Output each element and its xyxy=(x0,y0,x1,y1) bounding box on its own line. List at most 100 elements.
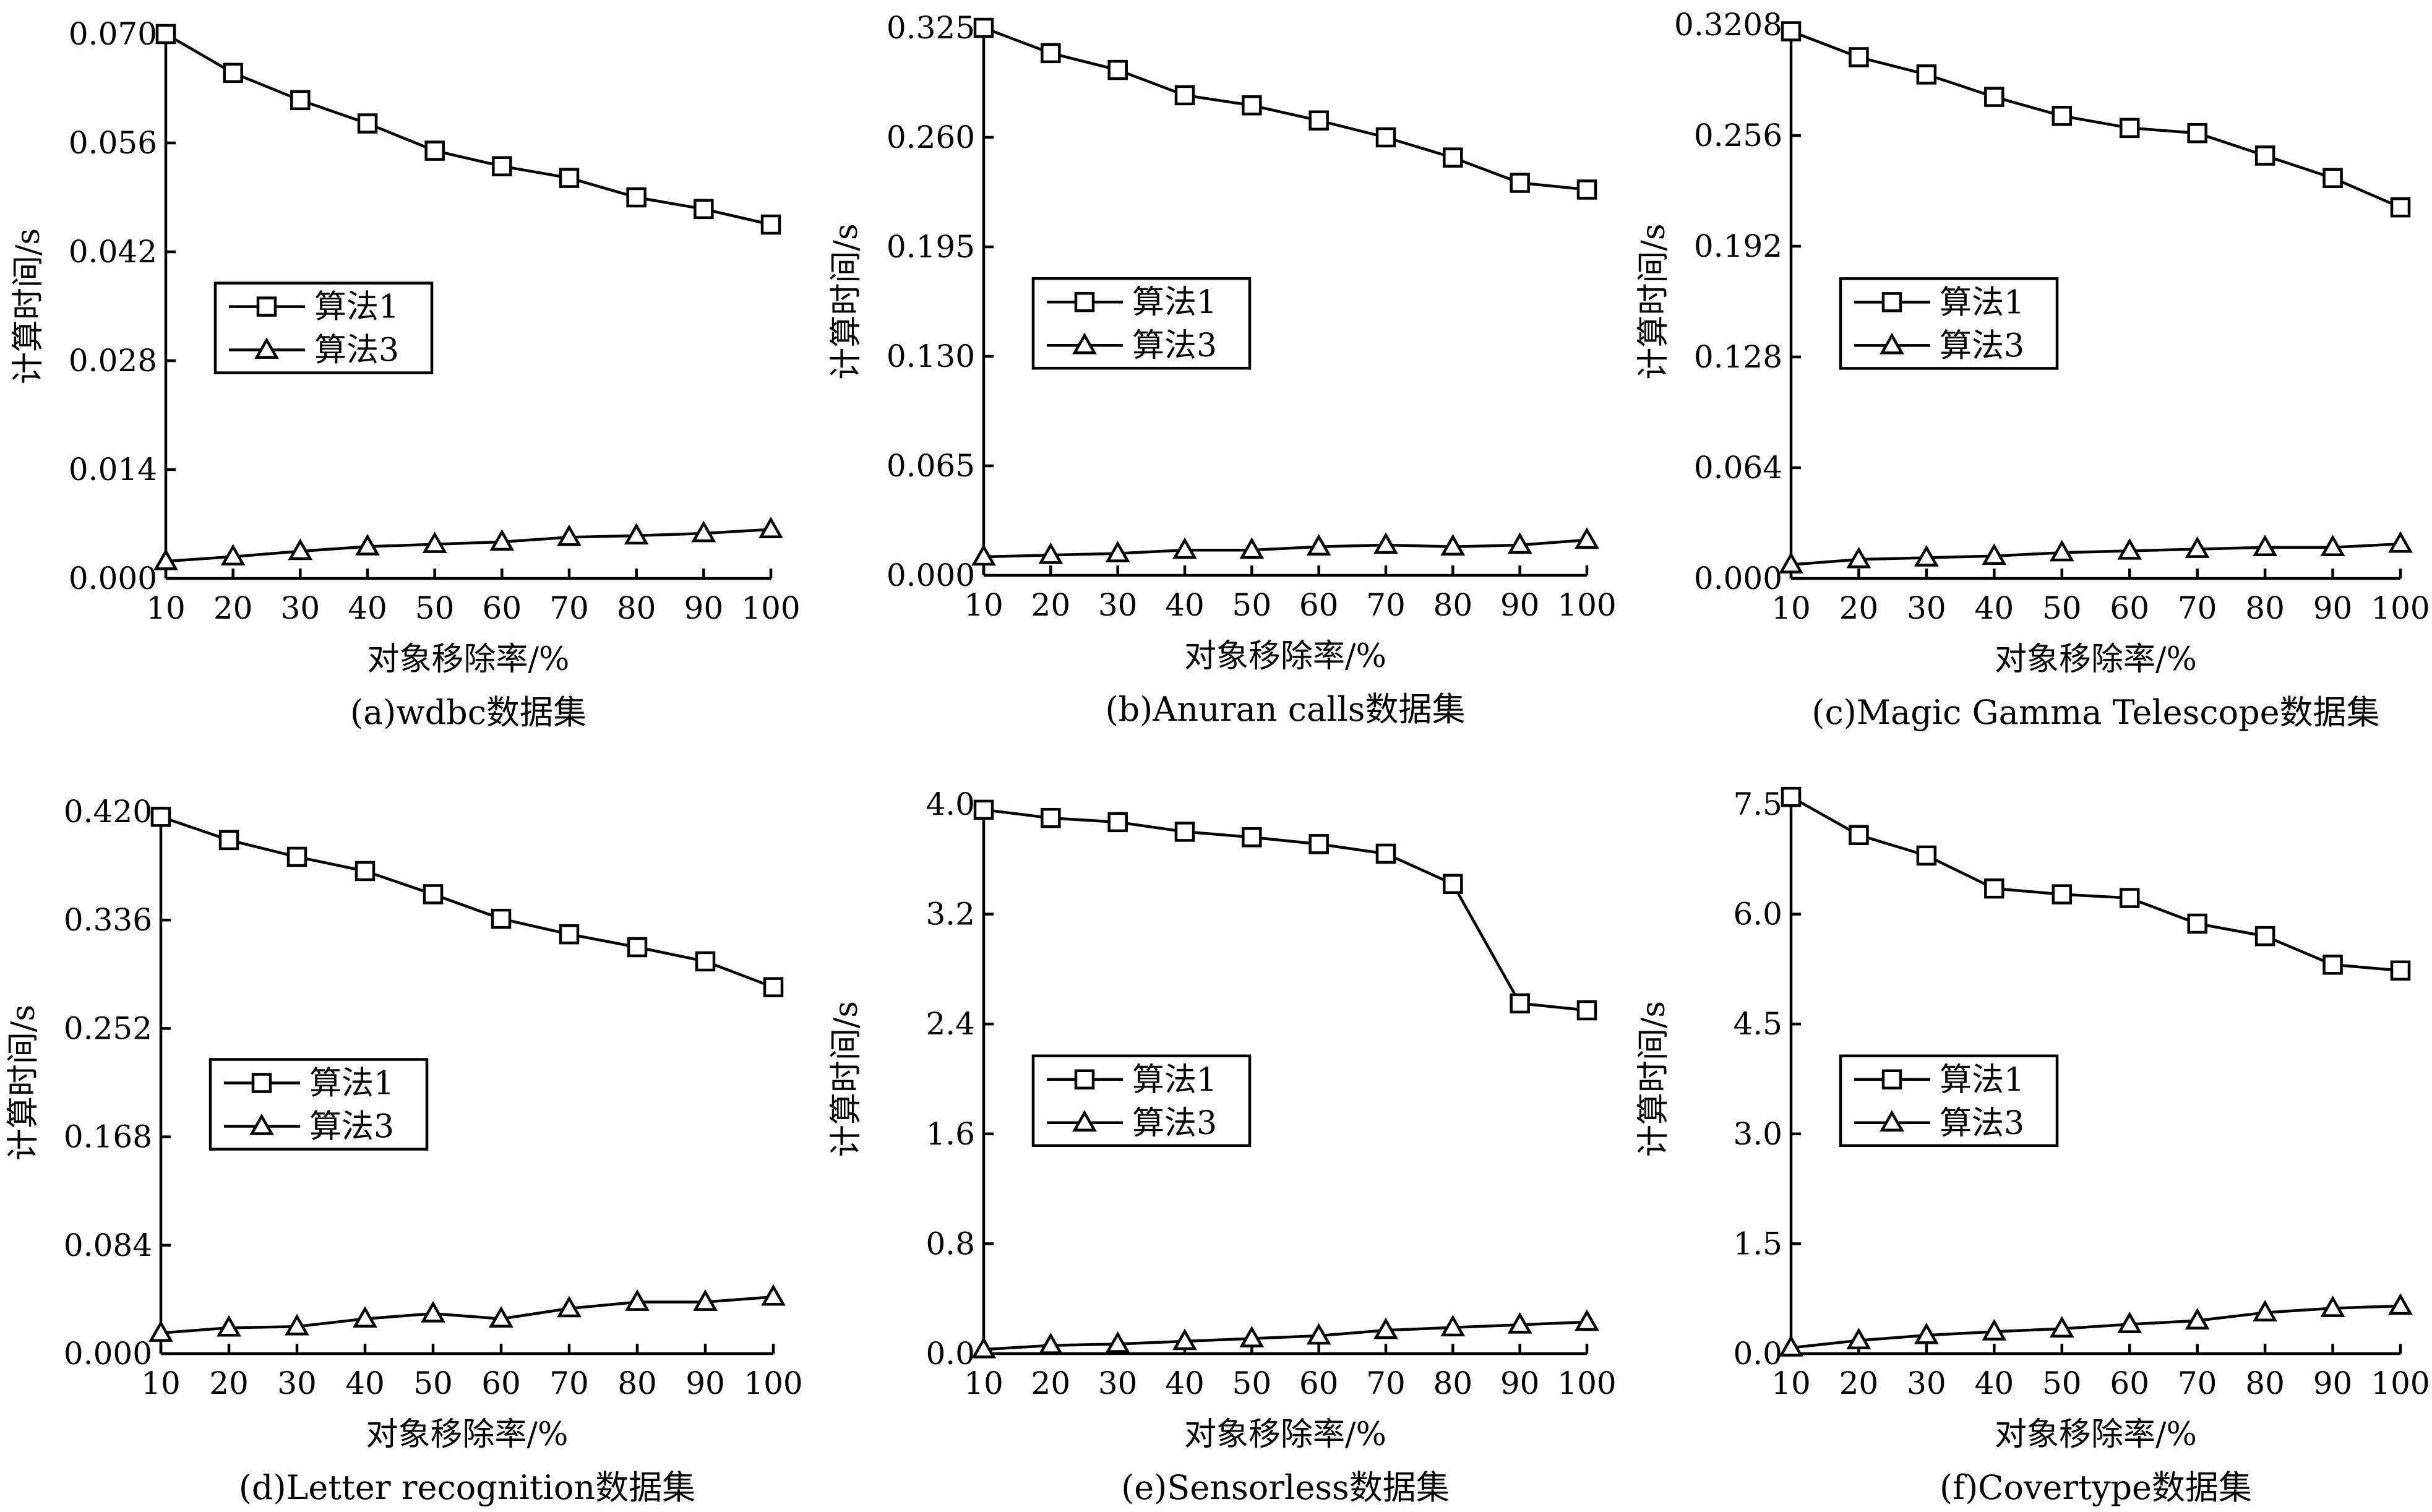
chart-caption: (b)Anuran calls数据集 xyxy=(1106,690,1466,729)
data-point-square xyxy=(1510,173,1530,193)
legend-marker-triangle xyxy=(249,1113,274,1135)
legend-marker-square xyxy=(256,296,277,317)
y-tick-label: 0.8 xyxy=(926,1226,975,1261)
x-axis-label: 对象移除率/% xyxy=(1995,1416,2197,1453)
x-tick-label: 30 xyxy=(1907,590,1946,626)
y-tick-label: 3.0 xyxy=(1733,1116,1782,1152)
y-tick-label: 0.000 xyxy=(887,557,975,593)
y-tick-label: 0.065 xyxy=(887,448,975,484)
y-tick-label: 0.056 xyxy=(69,125,157,161)
data-point-square xyxy=(760,214,781,235)
legend-marker-square xyxy=(1881,1069,1902,1090)
data-point-square xyxy=(1041,43,1061,64)
data-point-triangle xyxy=(1507,532,1532,554)
legend-marker-square xyxy=(251,1073,272,1093)
y-tick-label: 4.5 xyxy=(1733,1006,1782,1042)
data-point-triangle xyxy=(761,1284,786,1306)
y-tick-label: 0.260 xyxy=(887,119,975,155)
x-tick-label: 10 xyxy=(964,587,1003,623)
data-point-square xyxy=(357,113,378,134)
data-point-triangle xyxy=(1846,1328,1871,1349)
data-point-square xyxy=(1916,64,1937,85)
x-tick-label: 80 xyxy=(2245,590,2285,626)
data-point-triangle xyxy=(1914,544,1939,567)
data-point-square xyxy=(1174,822,1195,842)
data-point-square xyxy=(423,884,444,904)
y-tick-label: 0.028 xyxy=(69,343,157,379)
chart-caption: (e)Sensorless数据集 xyxy=(1121,1468,1450,1507)
data-point-square xyxy=(1510,993,1530,1014)
x-tick-label: 70 xyxy=(549,590,589,626)
x-tick-label: 10 xyxy=(1771,1365,1811,1401)
x-axis-label: 对象移除率/% xyxy=(367,641,570,678)
data-point-square xyxy=(155,24,176,45)
series-2 xyxy=(971,1309,1599,1359)
data-point-triangle xyxy=(971,1336,996,1359)
x-tick-label: 60 xyxy=(2110,590,2149,626)
series-1 xyxy=(1781,21,2411,218)
data-point-triangle xyxy=(693,1289,718,1311)
x-tick-label: 70 xyxy=(549,1365,589,1401)
data-point-triangle xyxy=(2320,1295,2345,1317)
data-point-square xyxy=(1107,812,1128,833)
legend-box xyxy=(213,281,434,374)
x-tick-label: 100 xyxy=(2371,590,2430,626)
series-2 xyxy=(1779,1293,2413,1357)
data-point-square xyxy=(694,199,714,220)
y-tick-label: 0.192 xyxy=(1694,228,1782,264)
data-point-square xyxy=(2322,168,2343,188)
data-point-triangle xyxy=(625,1289,650,1311)
data-point-triangle xyxy=(1507,1312,1532,1334)
data-point-square xyxy=(559,168,580,188)
data-point-triangle xyxy=(421,1300,445,1323)
data-point-triangle xyxy=(758,517,783,539)
data-point-triangle xyxy=(285,1313,309,1336)
data-point-triangle xyxy=(1982,1318,2007,1341)
y-tick-label: 7.5 xyxy=(1733,786,1782,822)
chart-caption: (a)wdbc数据集 xyxy=(350,693,587,732)
data-point-square xyxy=(1576,179,1597,200)
data-point-triangle xyxy=(153,548,178,570)
data-point-square xyxy=(1242,827,1262,848)
data-point-square xyxy=(1849,825,1869,845)
series-1 xyxy=(973,799,1597,1021)
series-1 xyxy=(155,24,781,235)
data-point-triangle xyxy=(2185,1308,2210,1329)
data-point-triangle xyxy=(624,523,649,545)
chart-panel-3: 0.000 0.064 0.128 0.192 0.256 0.3208 10 20 30 40 5… xyxy=(1635,7,2430,732)
y-tick-label: 2.4 xyxy=(926,1006,975,1042)
data-point-square xyxy=(1174,85,1195,106)
data-point-triangle xyxy=(1779,552,1803,573)
y-tick-label: 0.000 xyxy=(64,1336,152,1372)
x-tick-label: 10 xyxy=(141,1365,181,1401)
data-point-triangle xyxy=(288,538,313,561)
data-point-square xyxy=(2119,118,2140,139)
data-point-square xyxy=(354,861,376,882)
x-tick-label: 30 xyxy=(281,590,320,626)
x-tick-label: 30 xyxy=(1098,1365,1138,1401)
x-tick-label: 50 xyxy=(2042,1365,2082,1401)
series-line xyxy=(160,1295,774,1334)
chart-caption: (d)Letter recognition数据集 xyxy=(239,1468,695,1507)
data-point-triangle xyxy=(2320,535,2345,557)
data-point-triangle xyxy=(489,1306,513,1328)
data-point-square xyxy=(2390,197,2411,218)
legend-marker-square xyxy=(1074,1069,1095,1090)
data-point-triangle xyxy=(2253,535,2277,557)
data-point-square xyxy=(1443,874,1463,895)
legend-label: 算法3 xyxy=(309,1109,394,1146)
data-point-square xyxy=(2119,888,2140,908)
legend-marker-square xyxy=(1074,291,1095,312)
x-tick-label: 90 xyxy=(1500,1365,1540,1401)
legend-label: 算法3 xyxy=(1940,1105,2024,1142)
x-tick-label: 50 xyxy=(2042,590,2082,626)
data-point-triangle xyxy=(2253,1300,2277,1321)
data-point-square xyxy=(1984,87,2004,107)
data-point-square xyxy=(1242,95,1262,116)
x-tick-label: 50 xyxy=(413,1365,453,1401)
data-point-square xyxy=(1849,47,1869,67)
legend-label: 算法3 xyxy=(1132,327,1217,364)
